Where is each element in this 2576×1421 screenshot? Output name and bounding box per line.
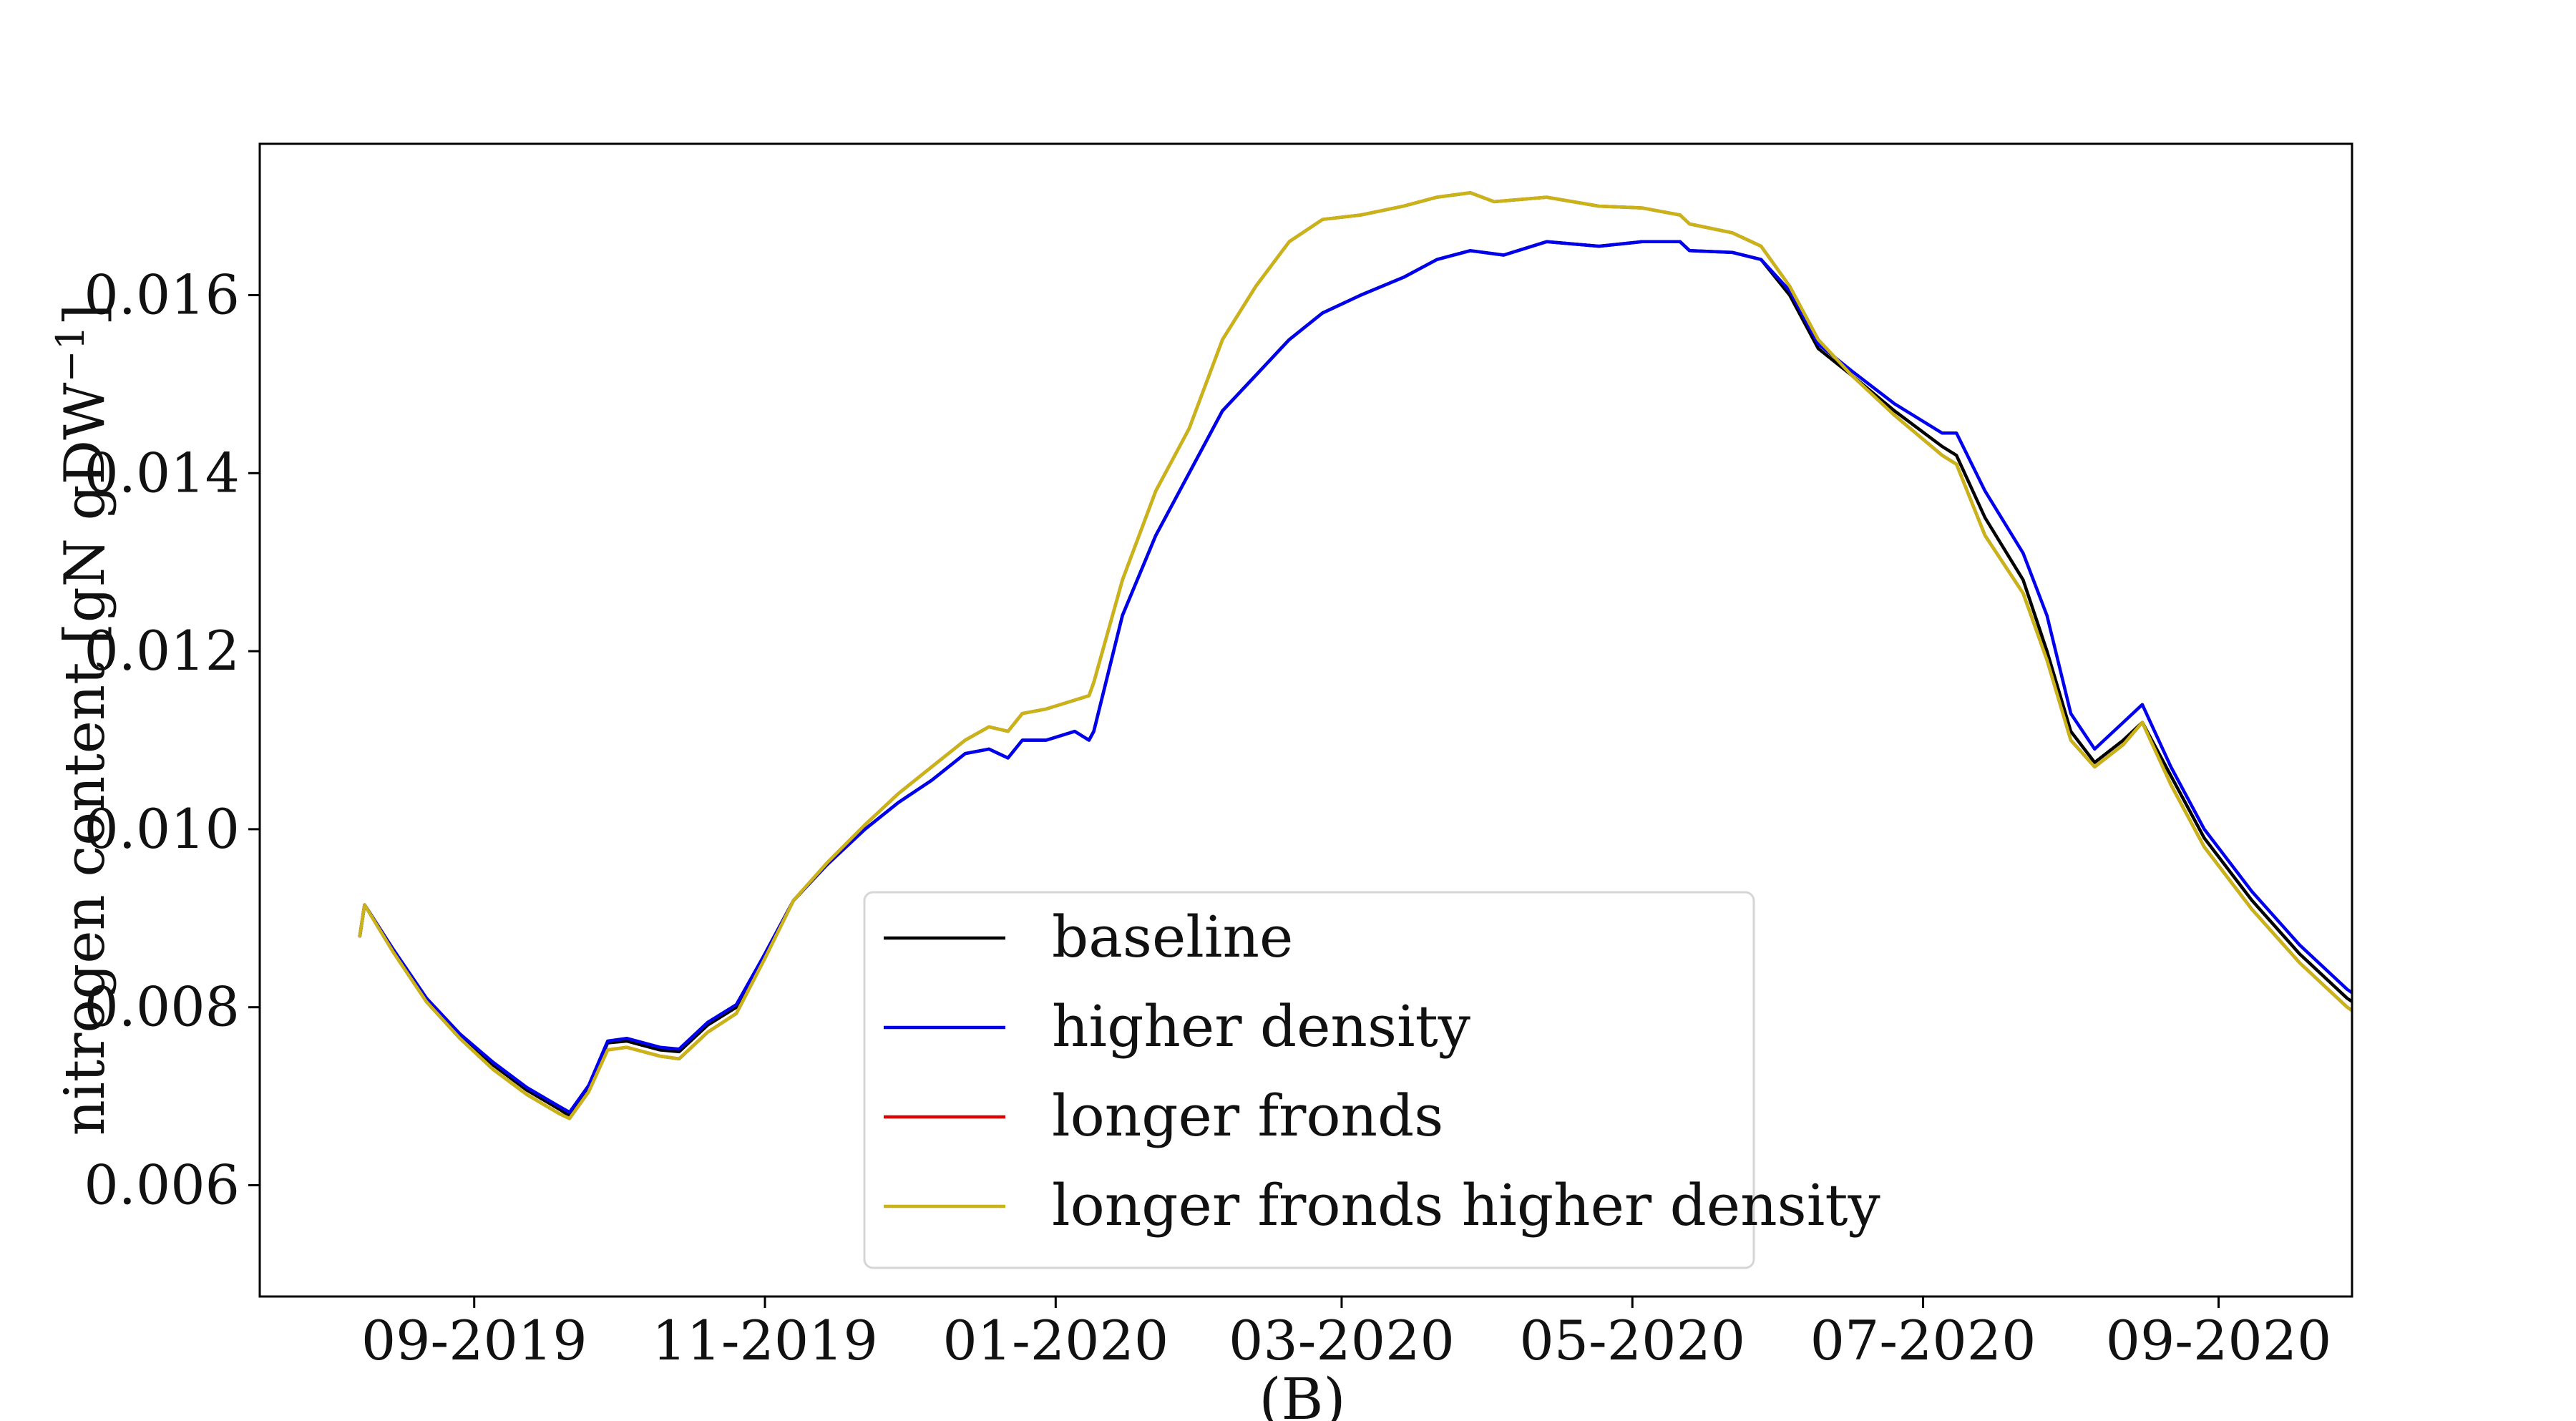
y-axis-ticks: 0.006 0.008 0.010 0.012 0.014 0.016 — [84, 263, 260, 1216]
series-line-longer-fronds-higher-density — [358, 191, 2352, 1120]
y-axis-label: nitrogen content [gN gDW−1] — [48, 304, 117, 1136]
legend-label: higher density — [1052, 993, 1470, 1060]
y-tick-label: 0.008 — [84, 975, 240, 1039]
legend-box — [863, 891, 1755, 1269]
y-tick-label: 0.010 — [84, 797, 240, 861]
legend-label: baseline — [1052, 904, 1293, 970]
y-tick-label: 0.006 — [84, 1153, 240, 1216]
series-layer — [358, 191, 2352, 1120]
plot-frame — [258, 142, 2353, 1298]
x-tick-label: 09-2020 — [2106, 1309, 2332, 1372]
x-tick-label: 03-2020 — [1229, 1309, 1455, 1372]
x-tick-label: 07-2020 — [1810, 1309, 2036, 1372]
series-line-higher-density — [358, 240, 2352, 1114]
y-tick-label: 0.016 — [84, 263, 240, 326]
legend-label: longer fronds higher density — [1052, 1172, 1880, 1239]
x-tick-label: 09-2019 — [361, 1309, 587, 1372]
x-axis-ticks: 09-2019 11-2019 01-2020 03-2020 05-2020 07-20… — [361, 1297, 2332, 1372]
figure-caption: (B) — [1259, 1366, 1345, 1421]
x-tick-label: 01-2020 — [942, 1309, 1169, 1372]
legend: baseline higher density longer fronds longe… — [863, 891, 1880, 1269]
x-tick-label: 11-2019 — [652, 1309, 878, 1372]
y-tick-label: 0.014 — [84, 441, 240, 504]
y-tick-label: 0.012 — [84, 619, 240, 683]
legend-items: baseline higher density longer fronds longe… — [884, 904, 1880, 1239]
legend-label: longer fronds — [1052, 1083, 1443, 1149]
x-tick-label: 05-2020 — [1519, 1309, 1745, 1372]
